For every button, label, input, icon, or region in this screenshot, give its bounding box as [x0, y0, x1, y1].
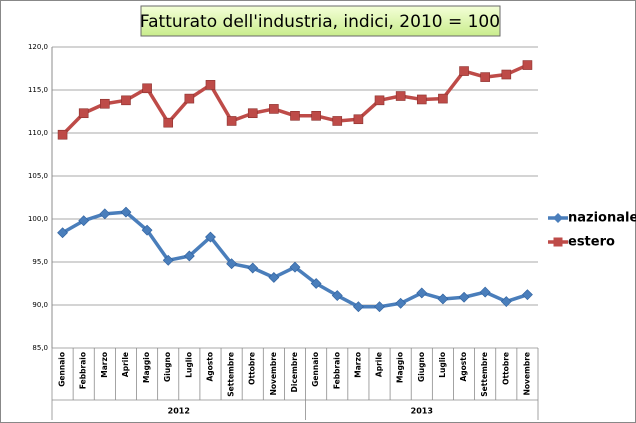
- marker: [268, 272, 280, 283]
- x-tick-label: Novembre: [522, 352, 531, 395]
- marker: [57, 227, 68, 239]
- marker: [437, 293, 449, 305]
- marker: [459, 66, 469, 76]
- marker: [311, 111, 321, 121]
- x-tick-label: Agosto: [205, 352, 214, 382]
- x-tick-label: Aprile: [375, 352, 384, 377]
- y-tick-label: 95,0: [32, 258, 48, 266]
- x-tick-label: Maggio: [396, 352, 405, 383]
- marker: [352, 301, 364, 313]
- legend-label: estero: [568, 235, 615, 250]
- marker: [120, 206, 132, 218]
- legend-marker: [553, 213, 563, 223]
- chart-title: Fatturato dell'industria, indici, 2010 =…: [140, 12, 500, 32]
- y-tick-label: 110,0: [28, 129, 48, 137]
- marker: [289, 261, 301, 273]
- marker: [247, 262, 259, 274]
- marker: [353, 114, 364, 125]
- marker: [205, 80, 216, 90]
- y-tick-label: 90,0: [32, 301, 48, 309]
- x-tick-label: Settembre: [480, 352, 489, 397]
- marker: [479, 286, 491, 298]
- marker: [183, 250, 195, 262]
- marker: [522, 289, 533, 301]
- y-tick-label: 105,0: [28, 172, 48, 180]
- marker: [99, 208, 111, 220]
- marker: [162, 254, 174, 266]
- marker: [78, 108, 89, 119]
- marker: [522, 60, 533, 70]
- marker: [416, 287, 428, 299]
- marker: [438, 93, 448, 104]
- x-tick-label: Giugno: [417, 352, 426, 382]
- marker: [141, 224, 153, 236]
- x-tick-label: Ottobre: [248, 352, 257, 385]
- x-tick-label: Dicembre: [290, 352, 299, 392]
- y-tick-label: 85,0: [32, 344, 48, 352]
- marker: [480, 72, 490, 82]
- marker: [331, 290, 343, 301]
- x-tick-label: Maggio: [142, 352, 151, 383]
- marker: [269, 104, 279, 114]
- marker: [142, 83, 152, 94]
- marker: [205, 231, 216, 243]
- group-label: 2013: [411, 407, 433, 416]
- marker: [374, 301, 385, 313]
- x-tick-label: Novembre: [269, 352, 278, 395]
- x-tick-label: Gennaio: [58, 352, 67, 387]
- marker: [458, 291, 470, 303]
- x-tick-label: Febbraio: [332, 352, 341, 389]
- marker: [395, 91, 406, 101]
- marker: [332, 116, 343, 126]
- marker: [226, 116, 237, 126]
- marker: [184, 93, 195, 104]
- x-tick-label: Ottobre: [501, 352, 510, 385]
- legend-marker: [553, 237, 563, 247]
- x-tick-label: Luglio: [438, 352, 447, 378]
- x-tick-label: Giugno: [163, 352, 172, 382]
- marker: [395, 297, 407, 309]
- marker: [416, 94, 427, 105]
- marker: [374, 95, 385, 106]
- y-tick-label: 100,0: [28, 215, 48, 223]
- x-tick-label: Marzo: [100, 352, 109, 378]
- marker: [500, 296, 512, 307]
- x-tick-label: Gennaio: [311, 352, 320, 387]
- x-tick-label: Marzo: [353, 352, 362, 378]
- x-tick-label: Agosto: [459, 352, 468, 382]
- x-tick-label: Aprile: [121, 352, 130, 377]
- marker: [247, 108, 258, 119]
- y-tick-label: 115,0: [28, 86, 48, 94]
- legend-label: nazionale: [568, 211, 636, 226]
- marker: [226, 258, 238, 270]
- marker: [100, 98, 110, 109]
- marker: [290, 111, 300, 121]
- marker: [121, 95, 131, 106]
- marker: [163, 117, 174, 128]
- marker: [57, 129, 68, 140]
- marker: [310, 278, 322, 289]
- title-box: [140, 5, 501, 37]
- group-label: 2012: [168, 407, 190, 416]
- x-tick-label: Luglio: [184, 352, 193, 378]
- x-tick-label: Settembre: [227, 352, 236, 397]
- y-tick-label: 120,0: [28, 43, 48, 51]
- marker: [78, 215, 90, 227]
- x-tick-label: Febbraio: [79, 352, 88, 389]
- marker: [501, 69, 512, 80]
